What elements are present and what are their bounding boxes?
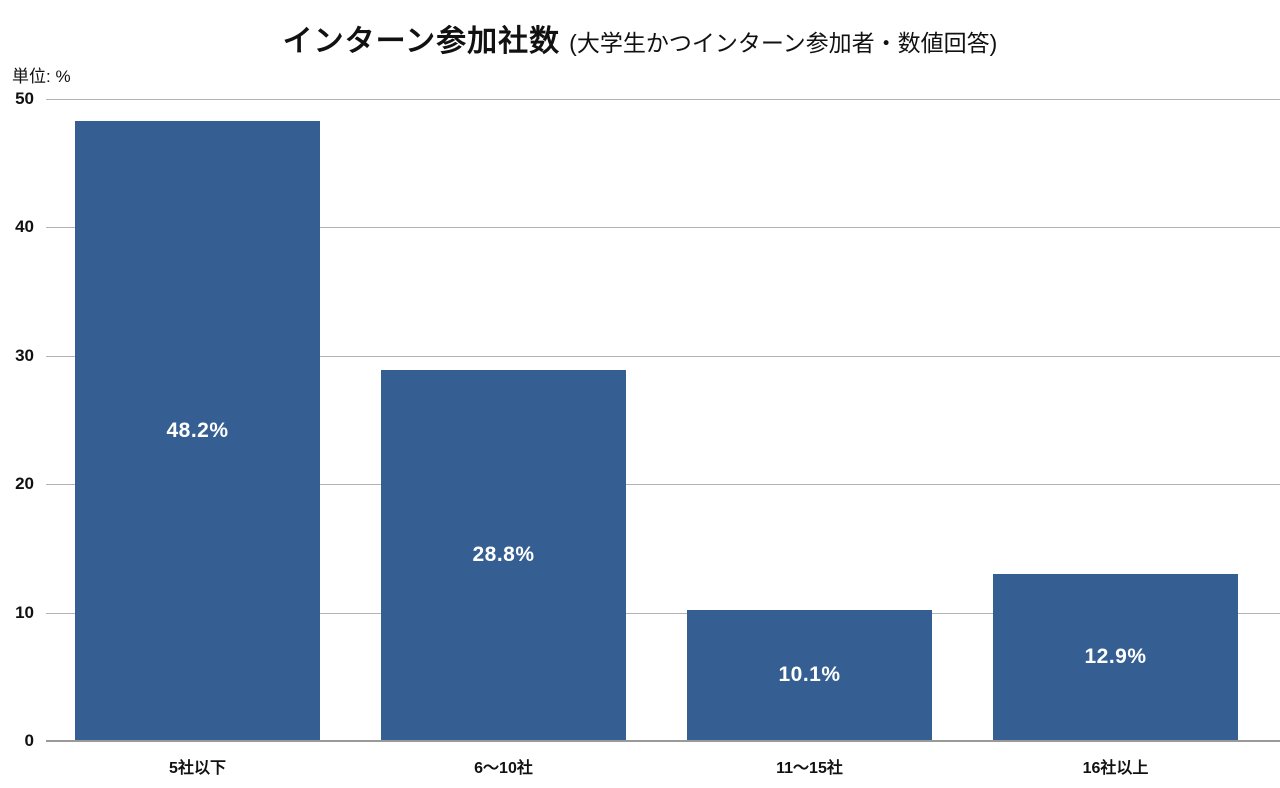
- gridline-50: [46, 99, 1280, 100]
- gridline-10: [46, 612, 1280, 614]
- y-tick-label-30: 30: [15, 345, 34, 365]
- bar-value-label: 48.2%: [166, 418, 229, 442]
- gridline-30: [46, 355, 1280, 357]
- bar-1: 48.2%: [75, 121, 320, 740]
- plot-area: 0 10 20 30 40 50 48.2% 28.8% 10.1% 12.9% 5社以下 6〜1…: [15, 89, 1280, 777]
- y-tick-label-20: 20: [15, 474, 34, 494]
- gridline-40: [46, 227, 1280, 229]
- chart-title-row: インターン参加社数 (大学生かつインターン参加者・数値回答): [0, 16, 1280, 60]
- y-tick-label-10: 10: [15, 602, 34, 622]
- gridline-20: [46, 484, 1280, 486]
- x-axis-line: [46, 740, 1280, 742]
- y-tick-label-40: 40: [15, 217, 34, 237]
- bar-4: 12.9%: [993, 574, 1238, 740]
- x-tick-label: 6〜10社: [474, 760, 533, 777]
- chart-subtitle: (大学生かつインターン参加者・数値回答): [569, 30, 998, 56]
- x-tick-label: 11〜15社: [776, 760, 843, 777]
- y-tick-label-50: 50: [15, 89, 34, 108]
- bar-value-label: 12.9%: [1084, 645, 1147, 669]
- unit-label: 単位: %: [12, 67, 71, 86]
- x-tick-label: 16社以上: [1082, 760, 1149, 777]
- bar-2: 28.8%: [381, 370, 626, 740]
- bar-value-label: 10.1%: [778, 663, 841, 687]
- y-tick-label-0: 0: [24, 731, 34, 750]
- x-tick-label: 5社以下: [169, 760, 226, 777]
- bar-value-label: 28.8%: [472, 543, 535, 567]
- chart-title: インターン参加社数: [282, 25, 561, 58]
- bar-3: 10.1%: [687, 610, 932, 740]
